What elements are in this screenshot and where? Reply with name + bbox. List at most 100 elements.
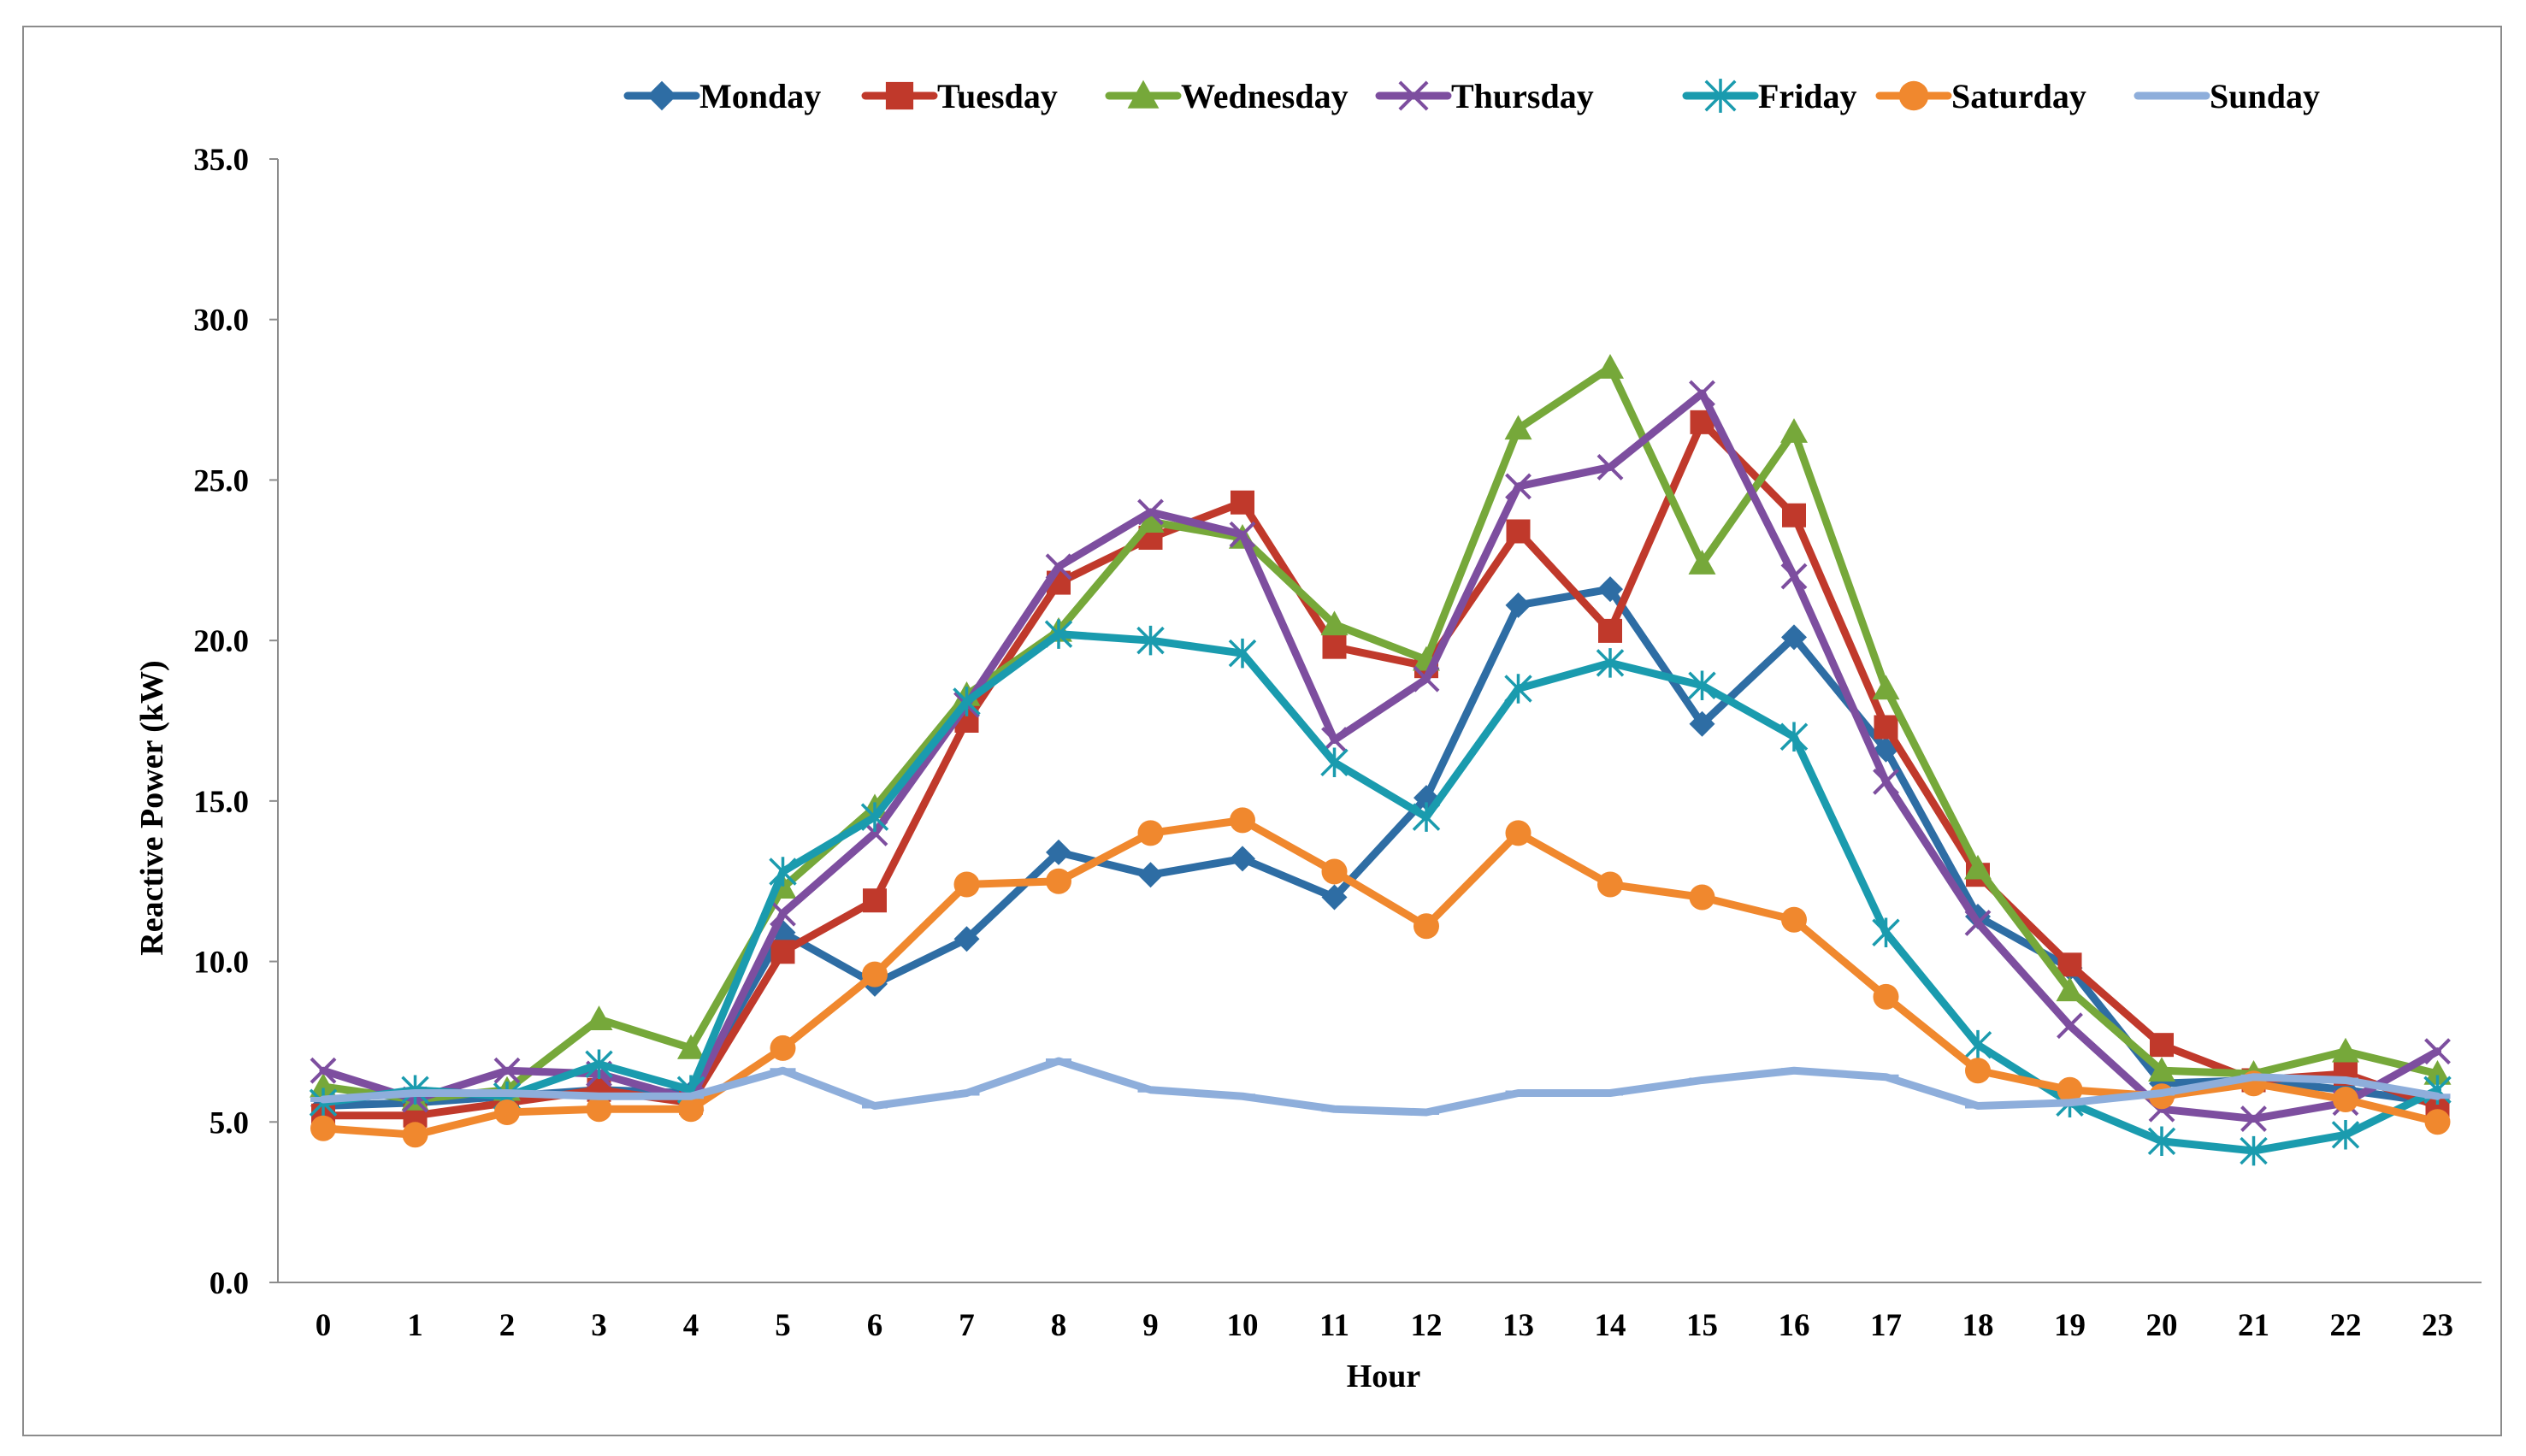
data-point	[1136, 508, 1165, 533]
x-tick-label: 9	[1142, 1308, 1159, 1343]
legend-marker	[1127, 80, 1160, 109]
series-line	[319, 630, 2441, 1155]
data-point	[1231, 490, 1254, 515]
x-tick-label: 21	[2238, 1308, 2269, 1343]
data-point	[2424, 1109, 2451, 1135]
data-point	[862, 961, 888, 987]
data-point	[1505, 592, 1532, 618]
data-point	[1322, 634, 1347, 659]
x-tick-label: 20	[2146, 1308, 2178, 1343]
data-point	[953, 687, 981, 716]
data-point	[1782, 503, 1806, 528]
legend-item-wednesday: Wednesday	[1105, 77, 1349, 115]
data-point	[1230, 846, 1255, 872]
data-point	[1780, 563, 1808, 590]
data-point	[310, 1057, 337, 1084]
data-point	[402, 1122, 428, 1148]
data-point	[1504, 415, 1532, 440]
x-tick-label: 6	[867, 1308, 883, 1343]
data-point	[2056, 976, 2084, 1002]
data-point	[1137, 862, 1164, 888]
legend-marker	[1898, 80, 1929, 111]
x-tick-label: 3	[591, 1308, 607, 1343]
data-point	[2332, 1037, 2359, 1063]
x-tick-label: 16	[1779, 1308, 1810, 1343]
data-point	[493, 1057, 521, 1084]
data-point	[1412, 802, 1441, 832]
x-tick-label: 23	[2422, 1308, 2453, 1343]
data-point	[586, 1096, 612, 1123]
y-tick-label: 0.0	[210, 1266, 249, 1301]
data-point	[2333, 1087, 2358, 1113]
data-point	[1872, 917, 1900, 948]
x-tick-label: 19	[2054, 1308, 2086, 1343]
data-point	[1965, 1058, 1991, 1084]
data-point	[1320, 747, 1349, 778]
data-point	[1596, 354, 1624, 379]
plot-area	[309, 354, 2452, 1166]
data-point	[1874, 715, 1898, 740]
series-saturday	[310, 807, 2451, 1148]
data-point	[678, 1096, 704, 1123]
data-point	[2057, 1076, 2083, 1103]
data-point	[1689, 380, 1715, 407]
data-point	[1045, 553, 1072, 581]
legend-label: Saturday	[1951, 77, 2086, 115]
legend-marker	[885, 81, 914, 110]
data-point	[1321, 858, 1348, 885]
data-point	[770, 899, 796, 927]
data-point	[1230, 807, 1255, 834]
data-point	[1137, 820, 1164, 846]
data-point	[2331, 1120, 2360, 1150]
data-point	[494, 1099, 520, 1126]
data-point	[1505, 820, 1532, 846]
legend-label: Tuesday	[937, 77, 1058, 115]
data-point	[1873, 983, 1899, 1010]
data-point	[1964, 854, 1992, 880]
data-point	[2240, 1105, 2267, 1132]
data-point	[1597, 576, 1623, 603]
legend-label: Thursday	[1451, 77, 1594, 115]
y-axis-title: Reactive Power (kW)	[134, 660, 170, 955]
legend-label: Monday	[699, 77, 821, 115]
legend-item-tuesday: Tuesday	[861, 77, 1058, 115]
data-point	[1229, 521, 1256, 548]
data-point	[1506, 519, 1531, 544]
y-tick-label: 35.0	[193, 143, 249, 178]
data-point	[2423, 1075, 2452, 1105]
series-wednesday	[310, 354, 2452, 1111]
data-point	[769, 857, 797, 887]
y-tick-label: 20.0	[193, 624, 249, 659]
data-point	[1044, 619, 1073, 649]
legend-item-monday: Monday	[623, 77, 821, 115]
series-line	[319, 1057, 2441, 1117]
x-tick-label: 12	[1411, 1308, 1443, 1343]
legend-label: Sunday	[2210, 77, 2320, 115]
x-tick-label: 4	[683, 1308, 699, 1343]
x-tick-label: 0	[316, 1308, 332, 1343]
data-point	[1321, 884, 1348, 911]
data-point	[1137, 498, 1164, 526]
x-tick-label: 8	[1051, 1308, 1067, 1343]
legend-item-saturday: Saturday	[1875, 77, 2086, 115]
data-point	[1505, 473, 1532, 500]
legend-marker	[1704, 79, 1737, 113]
data-point	[1964, 910, 1992, 936]
legend-label: Wednesday	[1181, 77, 1349, 115]
x-tick-label: 7	[959, 1308, 975, 1343]
data-point	[1413, 665, 1440, 693]
x-tick-label: 22	[2330, 1308, 2362, 1343]
data-point	[2150, 1033, 2174, 1058]
data-point	[2148, 1057, 2175, 1082]
data-point	[2240, 1135, 2268, 1166]
data-point	[1596, 648, 1625, 678]
data-point	[860, 802, 889, 832]
data-point	[1413, 913, 1439, 940]
data-point	[1689, 710, 1715, 737]
data-point	[1320, 610, 1349, 636]
data-point	[770, 1035, 796, 1061]
y-tick-label: 5.0	[210, 1105, 249, 1141]
data-point	[1781, 906, 1807, 933]
legend-item-sunday: Sunday	[2134, 77, 2320, 115]
data-point	[2057, 1012, 2083, 1040]
